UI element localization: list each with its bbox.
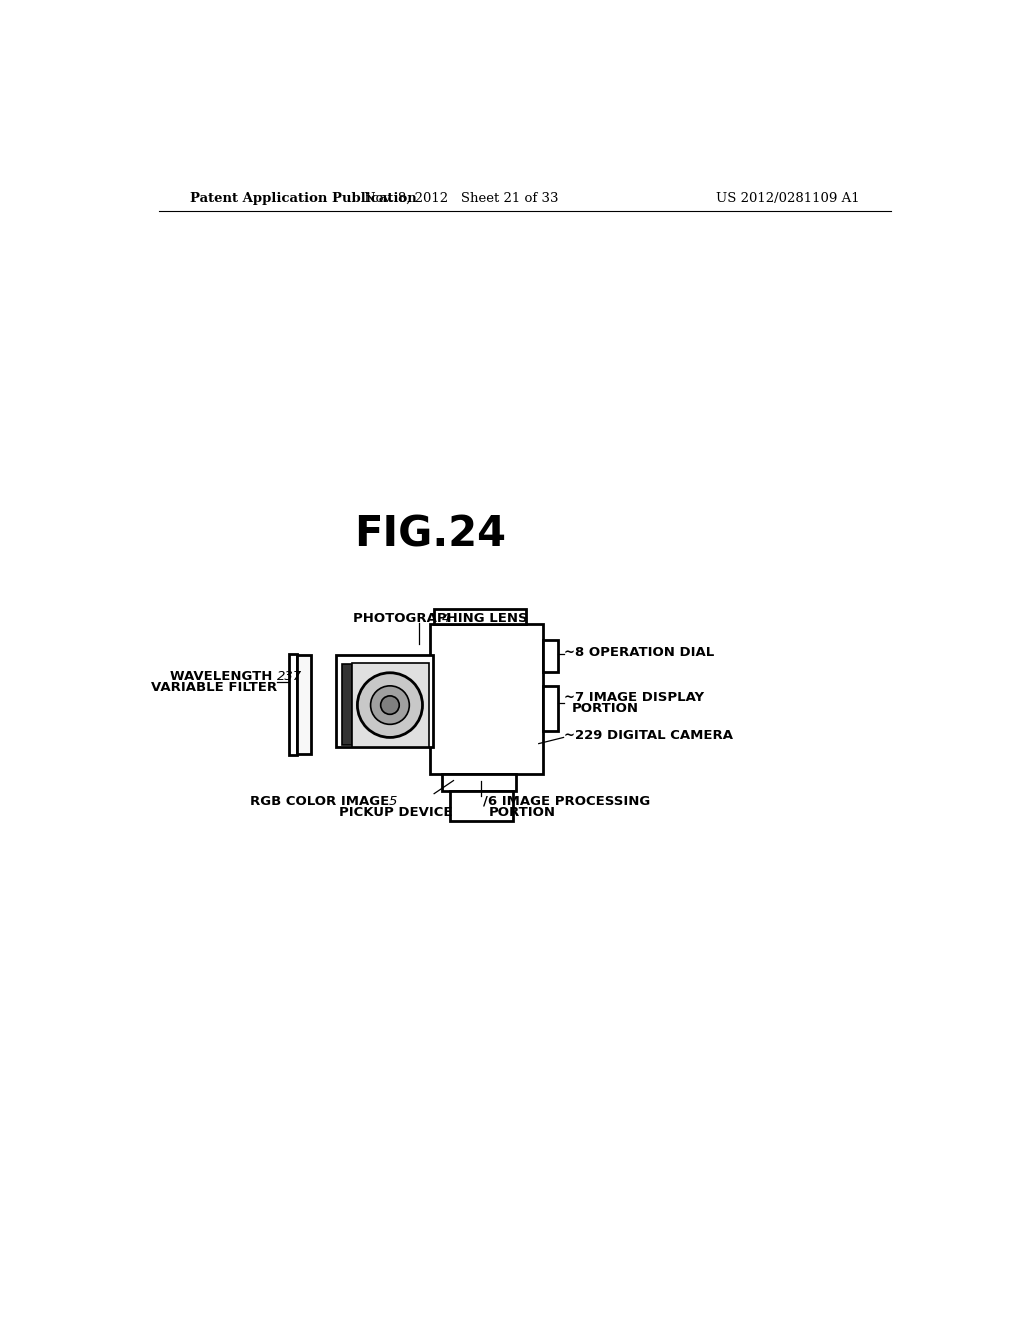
Text: ~7 IMAGE DISPLAY: ~7 IMAGE DISPLAY [563,690,703,704]
Text: PHOTOGRAPHING LENS: PHOTOGRAPHING LENS [352,612,532,626]
Text: RGB COLOR IMAGE: RGB COLOR IMAGE [250,795,389,808]
Text: WAVELENGTH: WAVELENGTH [170,671,276,684]
Bar [342,664,352,744]
Bar [434,609,525,624]
Bar [543,640,558,672]
Text: US 2012/0281109 A1: US 2012/0281109 A1 [716,191,859,205]
Text: FIG.24: FIG.24 [354,513,506,556]
Text: 4: 4 [442,612,451,626]
Text: ~229 DIGITAL CAMERA: ~229 DIGITAL CAMERA [563,730,732,742]
Circle shape [357,673,423,738]
Text: 5: 5 [389,795,397,808]
Text: PICKUP DEVICE: PICKUP DEVICE [339,805,453,818]
Bar [543,686,558,730]
Text: ~8 OPERATION DIAL: ~8 OPERATION DIAL [563,647,714,659]
Text: PORTION: PORTION [488,805,555,818]
Bar [336,655,432,747]
Circle shape [371,686,410,725]
Bar [352,663,429,747]
Bar [297,655,311,754]
Text: Patent Application Publication: Patent Application Publication [190,191,417,205]
Text: PORTION: PORTION [571,702,638,714]
Bar [450,792,513,821]
Text: Nov. 8, 2012   Sheet 21 of 33: Nov. 8, 2012 Sheet 21 of 33 [364,191,558,205]
Bar [289,653,297,755]
Text: 237: 237 [276,671,302,684]
Circle shape [381,696,399,714]
Text: VARIABLE FILTER: VARIABLE FILTER [151,681,276,694]
Text: /6 IMAGE PROCESSING: /6 IMAGE PROCESSING [483,795,650,808]
Bar [430,624,543,775]
Bar [442,775,515,792]
